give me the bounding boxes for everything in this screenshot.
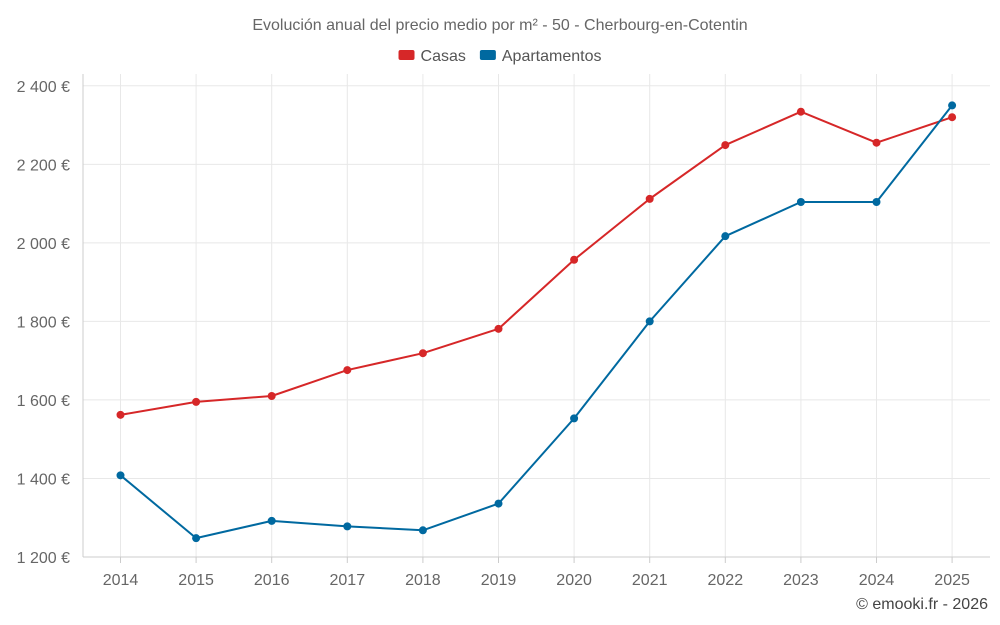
x-tick-label: 2020 [556, 572, 592, 589]
data-point-apartamentos[interactable] [796, 198, 805, 207]
legend-label: Casas [421, 48, 466, 65]
legend-swatch [479, 50, 496, 60]
data-point-apartamentos[interactable] [721, 232, 730, 241]
y-tick-label: 2 400 € [17, 79, 70, 96]
y-tick-label: 1 600 € [17, 393, 70, 410]
data-point-apartamentos[interactable] [267, 516, 276, 525]
data-point-apartamentos[interactable] [192, 534, 201, 543]
data-point-apartamentos[interactable] [872, 198, 881, 207]
data-point-casas[interactable] [948, 113, 957, 122]
series-line-casas [120, 110, 953, 416]
legend-item-casas[interactable]: Casas [398, 48, 466, 65]
data-point-apartamentos[interactable] [570, 414, 579, 423]
x-tick-label: 2018 [405, 572, 441, 589]
credit-text: © emooki.fr - 2026 [856, 596, 988, 613]
series-lines [116, 101, 957, 543]
y-tick-label: 2 000 € [17, 236, 70, 253]
data-point-apartamentos[interactable] [343, 522, 352, 531]
x-tick-label: 2017 [330, 572, 366, 589]
data-point-casas[interactable] [570, 255, 579, 264]
x-tick-label: 2023 [783, 572, 819, 589]
data-point-apartamentos[interactable] [948, 101, 957, 110]
data-point-casas[interactable] [721, 141, 730, 150]
data-point-casas[interactable] [418, 349, 427, 358]
data-point-casas[interactable] [872, 138, 881, 147]
legend-item-apartamentos[interactable]: Apartamentos [479, 48, 602, 65]
data-point-apartamentos[interactable] [494, 499, 503, 508]
data-point-casas[interactable] [192, 397, 201, 406]
data-point-casas[interactable] [116, 410, 125, 419]
axes: 1 200 € 1 400 € 1 600 € 1 800 € 2 000 € 2 200… [17, 74, 990, 589]
legend[interactable]: Casas Apartamentos [398, 48, 602, 65]
data-point-apartamentos[interactable] [645, 317, 654, 326]
x-tick-label: 2016 [254, 572, 290, 589]
grid-lines [83, 74, 990, 557]
data-point-casas[interactable] [494, 324, 503, 333]
x-tick-label: 2015 [178, 572, 214, 589]
x-tick-label: 2025 [934, 572, 970, 589]
x-tick-label: 2019 [481, 572, 517, 589]
data-point-casas[interactable] [267, 392, 276, 400]
data-point-apartamentos[interactable] [116, 471, 125, 480]
data-point-casas[interactable] [645, 194, 654, 203]
data-point-apartamentos[interactable] [418, 526, 427, 535]
y-tick-label: 1 200 € [17, 550, 70, 567]
y-tick-label: 2 200 € [17, 157, 70, 174]
legend-label: Apartamentos [502, 48, 602, 65]
legend-swatch [398, 50, 415, 60]
x-tick-label: 2024 [859, 572, 895, 589]
x-tick-label: 2021 [632, 572, 668, 589]
series-casas [116, 107, 957, 419]
x-tick-label: 2022 [708, 572, 744, 589]
series-apartamentos [116, 101, 957, 543]
x-tick-label: 2014 [103, 572, 139, 589]
chart-title: Evolución anual del precio medio por m² … [252, 17, 747, 34]
series-line-apartamentos [119, 104, 953, 540]
y-tick-label: 1 400 € [17, 471, 70, 488]
y-tick-label: 1 800 € [17, 314, 70, 331]
data-point-casas[interactable] [796, 107, 805, 116]
data-point-casas[interactable] [343, 366, 352, 375]
